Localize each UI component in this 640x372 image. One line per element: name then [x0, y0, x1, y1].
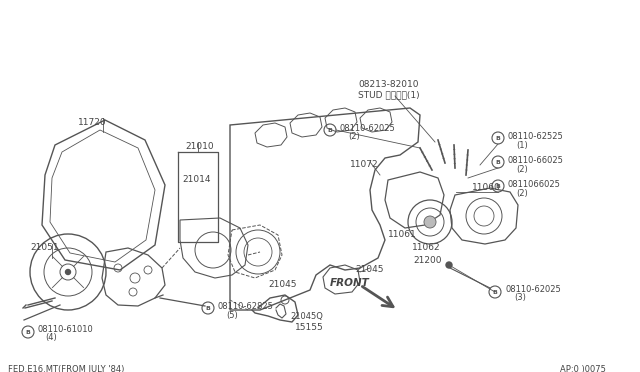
Text: 0811066025: 0811066025 — [508, 180, 561, 189]
Text: (2): (2) — [516, 189, 528, 198]
Text: (1): (1) — [516, 141, 528, 150]
Text: 08110-62825: 08110-62825 — [218, 302, 274, 311]
Text: B: B — [205, 305, 211, 311]
Text: FED.E16.MT(FROM JULY '84): FED.E16.MT(FROM JULY '84) — [8, 365, 124, 372]
Text: B: B — [493, 289, 497, 295]
Text: STUD スタッド(1): STUD スタッド(1) — [358, 90, 420, 99]
Text: AP:0 )0075: AP:0 )0075 — [560, 365, 606, 372]
Text: 21014: 21014 — [182, 175, 211, 184]
Circle shape — [446, 262, 452, 268]
Text: B: B — [495, 135, 500, 141]
Text: (4): (4) — [45, 333, 57, 342]
Text: 11060: 11060 — [472, 183, 500, 192]
Text: 08213-82010: 08213-82010 — [358, 80, 419, 89]
Text: (5): (5) — [226, 311, 237, 320]
Circle shape — [424, 216, 436, 228]
Text: (2): (2) — [516, 165, 528, 174]
Text: 08110-61010: 08110-61010 — [37, 325, 93, 334]
Text: 11062: 11062 — [412, 243, 440, 252]
Text: B: B — [328, 128, 332, 132]
Text: 21010: 21010 — [185, 142, 214, 151]
Text: 21045Q: 21045Q — [290, 312, 323, 321]
Text: 11061: 11061 — [388, 230, 417, 239]
Text: (2): (2) — [348, 132, 360, 141]
Text: 21045: 21045 — [355, 265, 383, 274]
Text: 11072: 11072 — [350, 160, 379, 169]
Text: 21045: 21045 — [268, 280, 296, 289]
Text: (3): (3) — [514, 293, 526, 302]
Text: 15155: 15155 — [295, 323, 324, 332]
Text: 21200: 21200 — [413, 256, 442, 265]
Text: 08110-62025: 08110-62025 — [340, 124, 396, 133]
Text: B: B — [495, 160, 500, 164]
Text: 08110-62525: 08110-62525 — [508, 132, 564, 141]
Text: 11720: 11720 — [78, 118, 107, 127]
Text: FRONT: FRONT — [330, 278, 370, 288]
Text: 08110-62025: 08110-62025 — [506, 285, 562, 294]
Text: B: B — [26, 330, 31, 334]
Circle shape — [65, 269, 70, 275]
Text: 08110-66025: 08110-66025 — [508, 156, 564, 165]
Text: B: B — [495, 183, 500, 189]
Text: 21051: 21051 — [30, 243, 59, 252]
